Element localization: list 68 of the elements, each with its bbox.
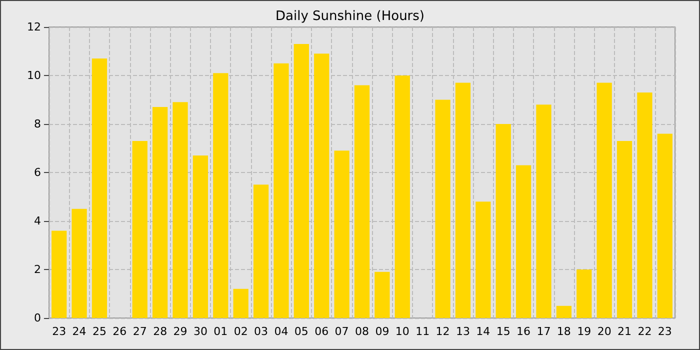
x-tick-label: 07	[334, 325, 349, 338]
x-tick-label: 28	[153, 325, 168, 338]
bar	[152, 107, 168, 318]
x-tick-label: 09	[375, 325, 390, 338]
bar	[354, 85, 370, 318]
bar	[556, 306, 572, 318]
y-tick-label: 6	[34, 166, 41, 179]
bar	[435, 100, 450, 318]
x-tick-label: 26	[112, 325, 127, 338]
x-tick-label: 05	[294, 325, 308, 338]
x-tick-label: 15	[496, 325, 510, 338]
x-tick-label: 24	[72, 325, 86, 338]
x-tick-label: 02	[234, 325, 248, 338]
bar	[496, 124, 511, 318]
x-tick-label: 27	[132, 325, 147, 338]
bar	[657, 134, 672, 318]
y-tick-label: 12	[27, 20, 41, 34]
y-tick-label: 2	[34, 263, 41, 276]
x-tick-label: 19	[577, 325, 592, 338]
bar	[72, 208, 87, 318]
x-tick-label: 17	[536, 325, 551, 338]
bar	[132, 140, 148, 318]
x-tick-label: 23	[658, 325, 672, 338]
x-tick-label: 14	[476, 325, 490, 338]
bar	[637, 92, 652, 318]
y-tick-label: 10	[27, 69, 41, 82]
x-tick-label: 04	[274, 325, 288, 338]
bar	[233, 288, 248, 318]
x-tick-label: 06	[314, 325, 329, 338]
bar	[455, 82, 471, 318]
x-tick-label: 20	[597, 325, 612, 338]
x-tick-label: 10	[395, 325, 410, 338]
x-tick-label: 29	[173, 325, 188, 338]
x-tick-label: 16	[516, 325, 531, 338]
bar	[536, 104, 552, 318]
bar	[92, 58, 108, 318]
x-tick-label: 23	[52, 325, 66, 338]
bar	[476, 202, 491, 318]
bar	[616, 140, 632, 318]
y-tick-label: 8	[34, 118, 41, 130]
bar	[516, 165, 532, 318]
y-tick-label: 0	[34, 312, 41, 324]
x-tick-label: 13	[456, 325, 470, 338]
bar	[596, 82, 612, 318]
bar	[576, 270, 592, 318]
x-tick-label: 11	[416, 325, 430, 338]
x-tick-label: 18	[556, 325, 571, 338]
bar	[213, 73, 228, 318]
bar	[274, 63, 289, 318]
x-tick-label: 08	[355, 325, 369, 338]
bar	[172, 102, 188, 318]
y-tick-label: 4	[34, 214, 41, 228]
x-tick-label: 03	[254, 325, 268, 338]
x-tick-label: 21	[618, 325, 632, 338]
bar	[52, 230, 67, 318]
bar	[334, 150, 350, 318]
bar	[314, 54, 330, 318]
x-tick-label: 12	[436, 325, 450, 338]
bar	[192, 156, 208, 318]
bar	[253, 184, 269, 318]
bar	[394, 76, 410, 318]
x-tick-label: 22	[638, 325, 652, 338]
x-tick-label: 30	[193, 325, 208, 338]
bar	[294, 44, 309, 318]
bar	[374, 272, 390, 318]
x-tick-label: 01	[214, 325, 228, 338]
chart-title: Daily Sunshine (Hours)	[276, 9, 424, 24]
x-tick-label: 25	[92, 325, 106, 338]
